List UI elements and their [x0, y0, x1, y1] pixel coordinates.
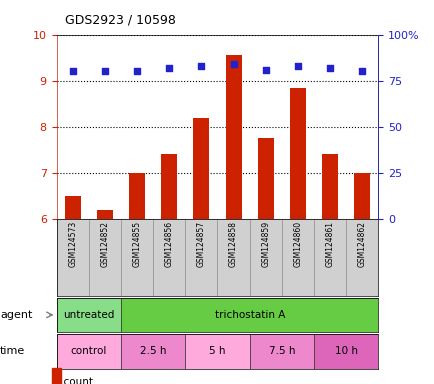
FancyBboxPatch shape — [89, 219, 121, 296]
Point — [197, 63, 204, 69]
FancyBboxPatch shape — [121, 298, 378, 332]
Point — [294, 63, 301, 69]
Bar — [353, 173, 369, 219]
FancyBboxPatch shape — [313, 334, 378, 369]
Text: 7.5 h: 7.5 h — [268, 346, 294, 356]
Text: GSM124858: GSM124858 — [229, 221, 237, 267]
FancyBboxPatch shape — [56, 334, 121, 369]
FancyBboxPatch shape — [185, 334, 249, 369]
Bar — [289, 88, 305, 219]
FancyBboxPatch shape — [217, 219, 249, 296]
FancyBboxPatch shape — [185, 219, 217, 296]
Bar — [225, 55, 241, 219]
FancyBboxPatch shape — [313, 219, 345, 296]
Text: GSM124859: GSM124859 — [261, 221, 270, 267]
Point — [262, 66, 269, 73]
FancyBboxPatch shape — [345, 219, 378, 296]
Point — [133, 68, 140, 74]
Text: GSM124862: GSM124862 — [357, 221, 366, 267]
Text: GSM124860: GSM124860 — [293, 221, 302, 267]
Point — [165, 65, 172, 71]
Bar — [257, 138, 273, 219]
Text: trichostatin A: trichostatin A — [214, 310, 284, 320]
FancyBboxPatch shape — [56, 219, 89, 296]
Text: GDS2923 / 10598: GDS2923 / 10598 — [65, 14, 176, 27]
Bar — [321, 154, 338, 219]
Text: untreated: untreated — [63, 310, 114, 320]
Bar — [97, 210, 113, 219]
Bar — [193, 118, 209, 219]
Point — [358, 68, 365, 74]
FancyBboxPatch shape — [249, 334, 313, 369]
FancyBboxPatch shape — [121, 219, 153, 296]
Text: 2.5 h: 2.5 h — [140, 346, 166, 356]
Text: GSM124852: GSM124852 — [100, 221, 109, 267]
Text: GSM124856: GSM124856 — [164, 221, 173, 267]
FancyBboxPatch shape — [281, 219, 313, 296]
Bar — [128, 173, 145, 219]
FancyBboxPatch shape — [121, 334, 185, 369]
Point — [230, 61, 237, 67]
Text: GSM124573: GSM124573 — [68, 221, 77, 267]
FancyBboxPatch shape — [56, 298, 121, 332]
FancyBboxPatch shape — [249, 219, 281, 296]
Text: control: control — [70, 346, 107, 356]
Text: 5 h: 5 h — [209, 346, 225, 356]
Text: 10 h: 10 h — [334, 346, 357, 356]
Point — [101, 68, 108, 74]
Bar — [65, 196, 81, 219]
Text: agent: agent — [0, 310, 32, 320]
Bar — [161, 154, 177, 219]
Point — [69, 68, 76, 74]
Text: GSM124857: GSM124857 — [197, 221, 205, 267]
FancyBboxPatch shape — [153, 219, 185, 296]
Point — [326, 65, 333, 71]
Text: GSM124861: GSM124861 — [325, 221, 334, 267]
Text: count: count — [56, 377, 92, 384]
Text: time: time — [0, 346, 25, 356]
Text: GSM124855: GSM124855 — [132, 221, 141, 267]
